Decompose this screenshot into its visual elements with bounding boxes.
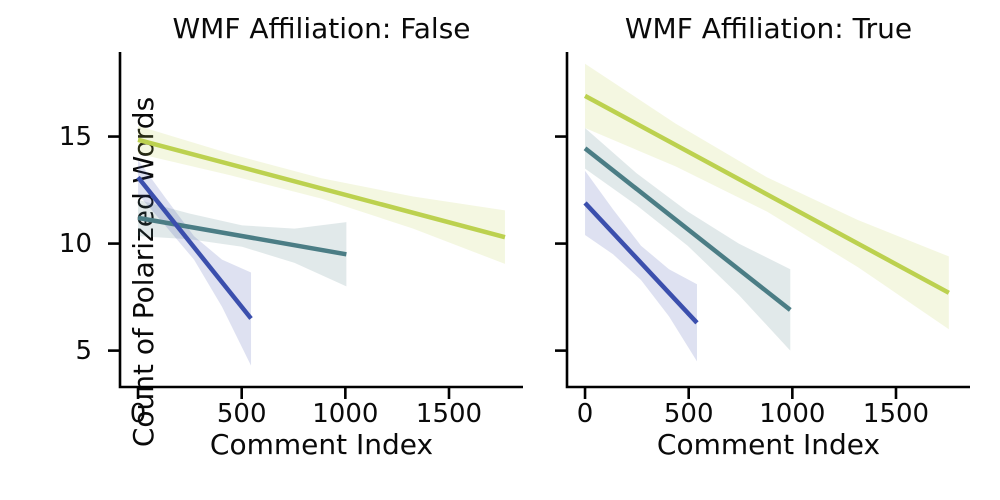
regression-line-yellowgreen xyxy=(137,137,506,240)
subplot-title-false: WMF Affiliation: False xyxy=(172,12,471,45)
axis-spines xyxy=(565,52,970,389)
x-tick-label: 1000 xyxy=(759,399,826,429)
plot-area xyxy=(555,52,970,399)
y-tick-label: 10 xyxy=(58,228,92,259)
subplot-wmf-false: WMF Affiliation: False Comment Index Cou… xyxy=(59,12,523,461)
confidence-band-yellowgreen xyxy=(138,125,505,264)
x-tick-label: 1000 xyxy=(312,399,379,429)
subplot-title-true: WMF Affiliation: True xyxy=(624,12,913,45)
y-tick-label: 15 xyxy=(58,121,92,152)
confidence-band-navy xyxy=(138,160,252,366)
confidence-band-teal xyxy=(585,127,791,351)
regression-line-yellowgreen xyxy=(583,93,950,295)
x-axis-label: Comment Index xyxy=(209,428,434,461)
x-tick-label: 0 xyxy=(129,399,147,429)
x-tick-label: 500 xyxy=(663,399,714,429)
x-axis-label: Comment Index xyxy=(656,428,881,461)
x-tick-label: 500 xyxy=(216,399,267,429)
x-tick-label: 1500 xyxy=(862,399,930,429)
y-tick-label: 5 xyxy=(75,335,92,366)
regression-line-navy xyxy=(583,201,699,325)
plot-area xyxy=(108,52,523,399)
axis-spines xyxy=(118,52,523,389)
subplot-wmf-true: WMF Affiliation: True Comment Index 0 500… xyxy=(555,12,970,461)
x-tick-label: 0 xyxy=(576,399,594,429)
x-tick-label: 1500 xyxy=(415,399,483,429)
regression-line-teal xyxy=(583,146,792,312)
regression-line-navy xyxy=(136,175,253,320)
confidence-band-teal xyxy=(138,199,347,287)
